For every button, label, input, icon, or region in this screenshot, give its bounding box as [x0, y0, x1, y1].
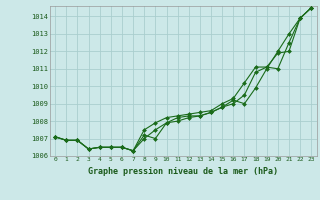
- X-axis label: Graphe pression niveau de la mer (hPa): Graphe pression niveau de la mer (hPa): [88, 167, 278, 176]
